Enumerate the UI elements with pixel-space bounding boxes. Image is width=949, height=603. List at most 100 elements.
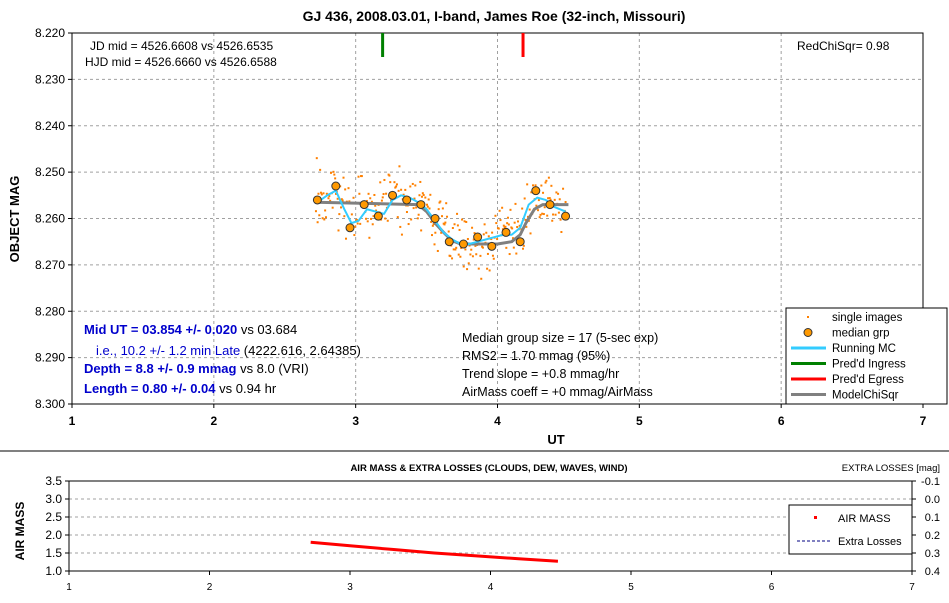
single-image-point bbox=[397, 189, 400, 192]
single-image-point bbox=[508, 253, 511, 256]
single-image-point bbox=[373, 193, 376, 196]
single-image-point bbox=[437, 208, 440, 211]
single-image-point bbox=[400, 188, 403, 191]
single-image-point bbox=[506, 222, 509, 225]
single-image-point bbox=[544, 181, 547, 184]
single-image-point bbox=[471, 255, 474, 258]
single-image-point bbox=[475, 253, 478, 256]
top-y-tick-label: 8.220 bbox=[35, 26, 65, 40]
legend-symbol-single-images bbox=[807, 316, 809, 318]
top-y-tick-label: 8.300 bbox=[35, 397, 65, 411]
median-group-point bbox=[416, 200, 426, 210]
bottom-grid bbox=[69, 498, 912, 554]
single-image-point bbox=[449, 255, 452, 258]
running-mc-line bbox=[316, 189, 566, 246]
single-image-point bbox=[413, 197, 416, 200]
single-image-point bbox=[356, 222, 359, 225]
single-image-point bbox=[355, 218, 358, 221]
bottom-y-tick-label: 1.5 bbox=[45, 546, 62, 560]
top-y-tick-label: 8.280 bbox=[35, 304, 65, 318]
late-annotation: i.e., 10.2 +/- 1.2 min Late (4222.616, 2… bbox=[96, 343, 361, 358]
bottom-x-tick-label: 1 bbox=[66, 582, 72, 593]
single-image-point bbox=[388, 174, 391, 177]
single-image-point bbox=[436, 249, 439, 252]
median-group-point bbox=[545, 200, 555, 210]
single-image-point bbox=[427, 198, 430, 201]
single-image-point bbox=[395, 185, 398, 188]
single-image-point bbox=[495, 222, 498, 225]
single-image-point bbox=[342, 176, 345, 179]
bottom-y2-tick-label: 0.4 bbox=[925, 566, 940, 578]
single-image-point bbox=[524, 218, 527, 221]
single-image-point bbox=[511, 237, 514, 240]
single-image-point bbox=[315, 157, 318, 160]
single-image-point bbox=[380, 199, 383, 202]
single-image-point bbox=[466, 237, 469, 240]
single-image-point bbox=[321, 217, 324, 220]
single-image-point bbox=[482, 233, 485, 236]
single-image-point bbox=[359, 222, 362, 225]
single-image-point bbox=[538, 216, 541, 219]
single-image-point bbox=[488, 269, 491, 272]
single-image-point bbox=[405, 211, 408, 214]
single-image-point bbox=[323, 218, 326, 221]
single-image-point bbox=[455, 246, 458, 249]
single-image-point bbox=[479, 254, 482, 257]
single-image-point bbox=[333, 173, 336, 176]
single-image-point bbox=[549, 198, 552, 201]
single-image-point bbox=[483, 223, 486, 226]
single-image-point bbox=[470, 248, 473, 251]
single-image-point bbox=[394, 186, 397, 189]
single-image-point bbox=[370, 217, 373, 220]
top-grid bbox=[72, 33, 923, 404]
single-image-point bbox=[534, 184, 537, 187]
single-image-point bbox=[331, 206, 334, 209]
bottom-x-tick-label: 5 bbox=[628, 582, 634, 593]
x-axis-label: UT bbox=[547, 432, 564, 447]
single-image-point bbox=[341, 199, 344, 202]
single-image-point bbox=[324, 216, 327, 219]
median-group-point bbox=[373, 211, 383, 221]
single-image-point bbox=[522, 247, 525, 250]
single-image-point bbox=[340, 198, 343, 201]
single-image-point bbox=[337, 229, 340, 232]
airmass-chart-title: AIR MASS & EXTRA LOSSES (CLOUDS, DEW, WA… bbox=[350, 463, 627, 474]
legend-symbol-airmass bbox=[814, 516, 817, 519]
top-x-tick-labels: 1 2 3 4 5 6 7 bbox=[69, 404, 927, 428]
single-image-point bbox=[383, 178, 386, 181]
single-image-point bbox=[513, 221, 516, 224]
single-image-point bbox=[497, 227, 500, 230]
single-image-point bbox=[420, 229, 423, 232]
single-image-point bbox=[457, 253, 460, 256]
single-image-point bbox=[474, 244, 477, 247]
late-value: i.e., 10.2 +/- 1.2 min Late bbox=[96, 343, 240, 358]
single-image-point bbox=[368, 236, 371, 239]
late-compare: (4222.616, 2.64385) bbox=[240, 343, 361, 358]
single-image-point bbox=[441, 215, 444, 218]
single-image-point bbox=[529, 232, 532, 235]
single-image-point bbox=[525, 225, 528, 228]
single-image-point bbox=[379, 181, 382, 184]
legend-symbol-median-grp bbox=[803, 328, 813, 337]
single-image-point bbox=[461, 218, 464, 221]
single-image-point bbox=[532, 184, 535, 187]
single-image-point bbox=[452, 248, 455, 251]
single-image-point bbox=[557, 211, 560, 214]
single-image-point bbox=[451, 227, 454, 230]
single-image-point bbox=[396, 216, 399, 219]
single-image-point bbox=[329, 199, 332, 202]
single-image-point bbox=[424, 196, 427, 199]
single-image-point bbox=[314, 210, 317, 213]
single-image-point bbox=[454, 248, 457, 251]
single-image-point bbox=[440, 231, 443, 234]
top-y-tick-label: 8.230 bbox=[35, 72, 65, 86]
single-image-point bbox=[552, 213, 555, 216]
bottom-x-tick-label: 6 bbox=[769, 582, 775, 593]
single-image-point bbox=[509, 208, 512, 211]
single-image-point bbox=[317, 192, 320, 195]
single-image-point bbox=[463, 220, 466, 223]
single-image-point bbox=[382, 193, 385, 196]
bottom-x-tick-label: 2 bbox=[207, 582, 213, 593]
legend-label: Pred'd Ingress bbox=[832, 359, 906, 371]
